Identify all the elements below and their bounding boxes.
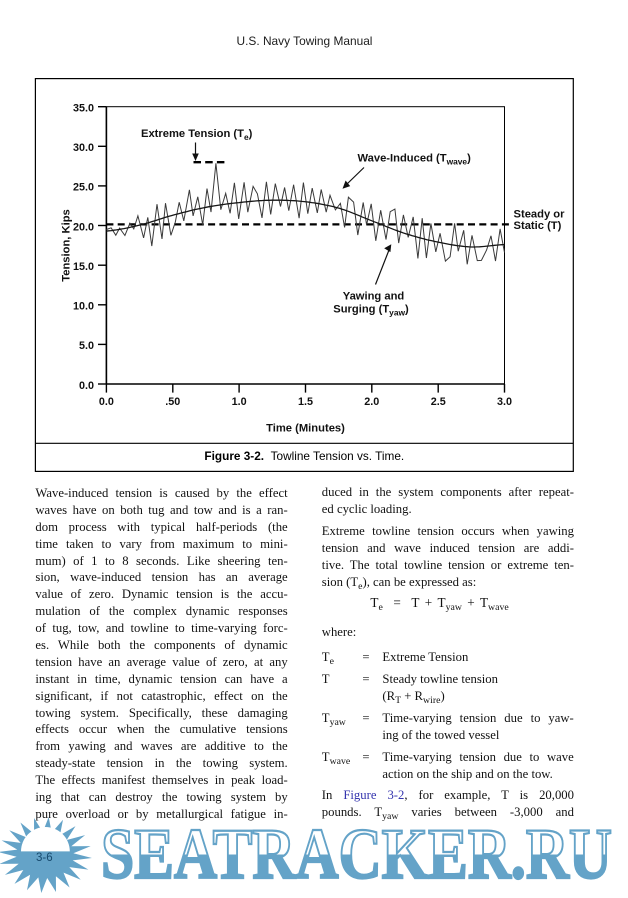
svg-text:Extreme Tension (Te): Extreme Tension (Te) xyxy=(141,128,253,142)
svg-text:1.5: 1.5 xyxy=(298,396,313,408)
svg-text:2.0: 2.0 xyxy=(364,396,379,408)
svg-text:1.0: 1.0 xyxy=(232,396,247,408)
svg-text:Surging (Tyaw): Surging (Tyaw) xyxy=(333,304,409,318)
svg-text:10.0: 10.0 xyxy=(73,301,94,313)
svg-text:Steady or: Steady or xyxy=(514,208,566,220)
svg-text:Static (T): Static (T) xyxy=(514,220,562,232)
svg-text:0.0: 0.0 xyxy=(79,380,94,392)
svg-text:3.0: 3.0 xyxy=(497,396,512,408)
svg-text:20.0: 20.0 xyxy=(73,221,94,233)
svg-text:Wave-Induced (Twave): Wave-Induced (Twave) xyxy=(358,153,472,167)
svg-text:30.0: 30.0 xyxy=(73,142,94,154)
svg-text:Tension, Kips: Tension, Kips xyxy=(61,209,73,282)
svg-text:Figure 3-2. Towline Tension v: Figure 3-2. Towline Tension vs. Time. xyxy=(204,449,404,463)
svg-text:Time (Minutes): Time (Minutes) xyxy=(266,423,345,435)
svg-text:3-6: 3-6 xyxy=(36,852,53,864)
svg-text:15.0: 15.0 xyxy=(73,261,94,273)
svg-text:5.0: 5.0 xyxy=(79,340,94,352)
svg-text:25.0: 25.0 xyxy=(73,182,94,194)
svg-text:0.0: 0.0 xyxy=(99,396,114,408)
svg-text:Yawing and: Yawing and xyxy=(343,291,405,303)
svg-text:SEATRACKER.RU: SEATRACKER.RU xyxy=(101,815,612,894)
svg-text:.50: .50 xyxy=(165,396,180,408)
svg-text:35.0: 35.0 xyxy=(73,103,94,115)
svg-text:2.5: 2.5 xyxy=(431,396,446,408)
